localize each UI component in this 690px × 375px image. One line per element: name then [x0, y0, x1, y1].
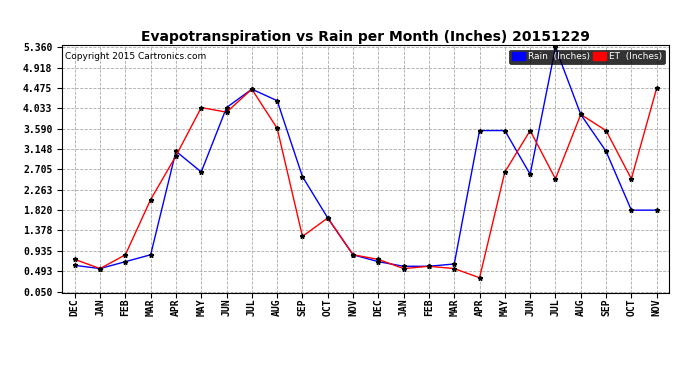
Legend: Rain  (Inches), ET  (Inches): Rain (Inches), ET (Inches): [509, 50, 664, 64]
Title: Evapotranspiration vs Rain per Month (Inches) 20151229: Evapotranspiration vs Rain per Month (In…: [141, 30, 590, 44]
Text: Copyright 2015 Cartronics.com: Copyright 2015 Cartronics.com: [65, 53, 206, 62]
